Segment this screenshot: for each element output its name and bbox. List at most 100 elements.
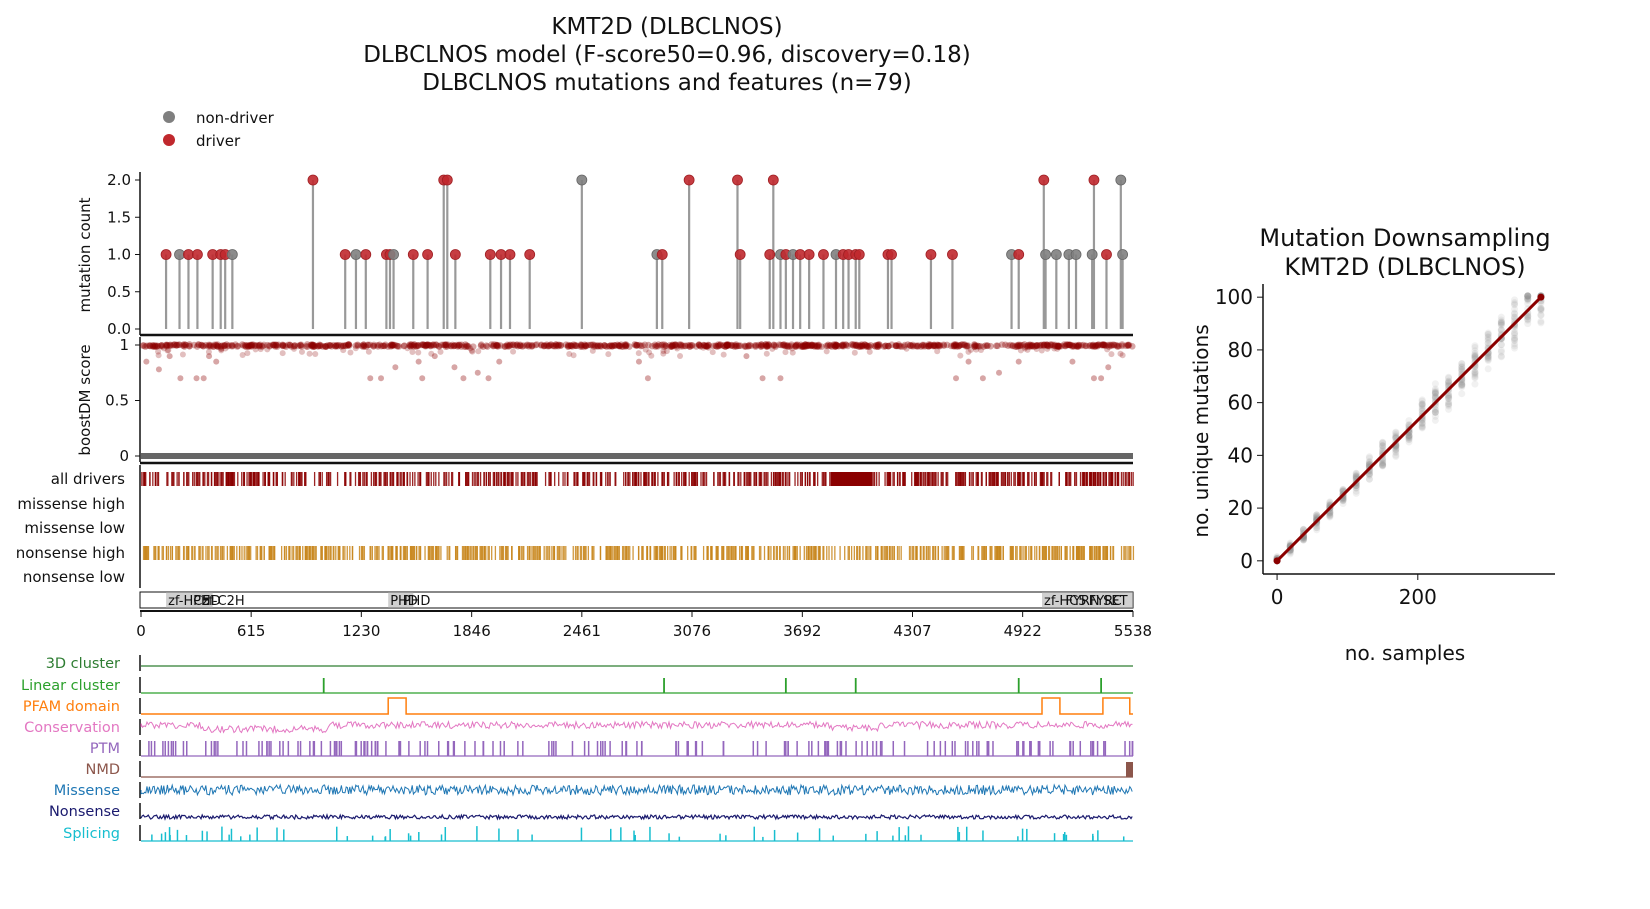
all-drivers-mark [587, 472, 589, 486]
boost-point [950, 342, 958, 350]
downsampling-sample-point [1497, 353, 1505, 361]
nonsense-high-mark [803, 546, 805, 560]
boost-point [404, 345, 411, 352]
nonsense-high-mark [462, 546, 465, 560]
lollipop-head-driver [764, 249, 776, 260]
boost-point [617, 341, 625, 348]
all-drivers-mark [789, 472, 791, 486]
boost-point [328, 343, 335, 350]
boost-point [1027, 342, 1035, 350]
boost-point [462, 343, 470, 350]
boost-point [164, 347, 171, 354]
nonsense-high-mark [1077, 546, 1079, 560]
boost-point [842, 341, 850, 348]
downsampling-sample-point [1497, 321, 1505, 329]
downsampling-sample-point [1392, 445, 1400, 453]
nonsense-high-mark [1056, 546, 1058, 560]
boost-point [181, 341, 188, 348]
downsampling-sample-point [1497, 321, 1505, 329]
boost-point [1110, 341, 1118, 349]
boost-point [772, 343, 779, 350]
boost-point [273, 343, 281, 350]
all-drivers-mark [794, 472, 796, 486]
all-drivers-mark [942, 472, 944, 486]
boost-point [673, 342, 680, 349]
nonsense-high-mark [464, 546, 466, 560]
downsampling-sample-point [1339, 497, 1347, 505]
feature-conservation-line [140, 719, 1133, 735]
all-drivers-mark [1110, 472, 1113, 486]
all-drivers-mark [529, 472, 531, 486]
boost-point [714, 341, 722, 348]
boost-point [503, 342, 511, 350]
all-drivers-mark [483, 472, 485, 486]
nonsense-high-mark [562, 546, 564, 560]
downsampling-sample-point [1524, 295, 1532, 303]
all-drivers-mark [489, 472, 491, 486]
boost-point [342, 342, 349, 350]
boost-point [409, 342, 417, 349]
boost-point [636, 341, 643, 349]
boost-point [762, 342, 770, 349]
downsampling-sample-point [1511, 340, 1519, 348]
nonsense-high-mark [605, 546, 607, 560]
boost-point [594, 342, 602, 350]
nonsense-high-mark [587, 546, 590, 560]
all-drivers-mark [1115, 472, 1117, 486]
boost-point [823, 342, 830, 350]
downsampling-sample-point [1471, 347, 1479, 355]
boost-point [140, 342, 148, 349]
all-drivers-mark [430, 472, 432, 486]
nonsense-high-mark [291, 546, 293, 560]
nonsense-high-mark [723, 546, 725, 560]
all-drivers-mark [627, 472, 629, 486]
boost-point [786, 343, 793, 350]
nonsense-high-mark [994, 546, 996, 560]
nonsense-high-mark [269, 546, 272, 560]
downsampling-sample-point [1392, 445, 1400, 453]
nonsense-high-mark [1000, 546, 1002, 560]
all-drivers-mark [1017, 472, 1019, 486]
all-drivers-mark [1108, 472, 1110, 486]
nonsense-high-mark [572, 546, 574, 560]
boost-point [332, 342, 340, 350]
all-drivers-mark [723, 472, 725, 486]
boost-point [864, 343, 872, 350]
boost-point [571, 341, 579, 349]
boost-point [165, 347, 172, 354]
all-drivers-mark [445, 472, 448, 486]
nonsense-high-mark [434, 546, 437, 560]
nonsense-high-mark [744, 546, 747, 560]
all-drivers-mark [657, 472, 659, 486]
boost-point [731, 341, 738, 349]
downsampling-sample-point [1445, 400, 1453, 408]
boost-point [566, 350, 573, 357]
boost-point [874, 343, 881, 350]
boost-point [1124, 342, 1132, 349]
boost-point [686, 343, 694, 350]
boost-point [333, 341, 341, 349]
nonsense-high-mark [455, 546, 457, 560]
all-drivers-mark [258, 472, 260, 486]
nonsense-high-mark [943, 546, 945, 560]
boost-point [755, 341, 762, 349]
all-drivers-mark [781, 472, 784, 486]
boost-point [234, 342, 242, 350]
all-drivers-mark [888, 472, 890, 486]
boost-point [517, 342, 524, 350]
nonsense-high-mark [1089, 546, 1092, 560]
nonsense-high-mark [773, 546, 775, 560]
all-drivers-mark [171, 472, 174, 486]
nonsense-high-mark [1002, 546, 1004, 560]
all-drivers-mark [924, 472, 926, 486]
boost-point [519, 343, 526, 350]
all-drivers-mark [1081, 472, 1084, 486]
downsampling-sample-point [1497, 319, 1505, 327]
downsampling-sample-point [1497, 327, 1505, 335]
downsampling-sample-point [1511, 336, 1519, 344]
boost-point [311, 343, 318, 350]
boost-point [1086, 342, 1093, 350]
boost-point [1094, 341, 1102, 349]
boost-point [1091, 343, 1099, 350]
nonsense-high-mark [728, 546, 730, 560]
